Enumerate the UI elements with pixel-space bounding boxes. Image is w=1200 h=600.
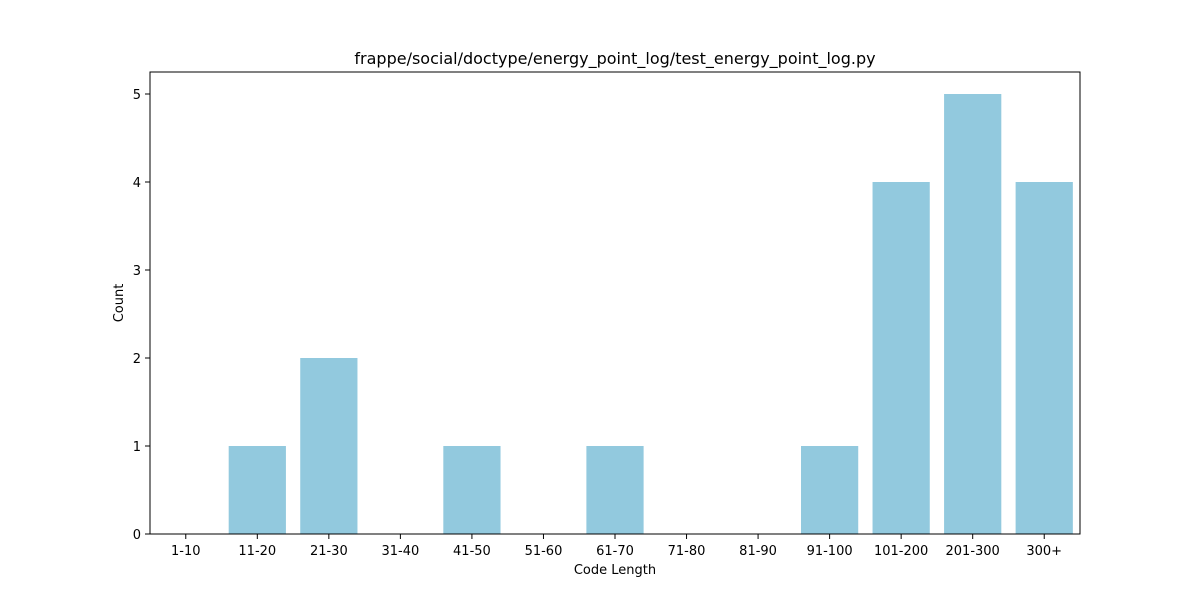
x-tick-label: 21-30 — [310, 544, 348, 559]
x-tick-label: 101-200 — [874, 544, 928, 559]
x-axis: 1-10 11-20 21-30 31-40 41-50 51-60 61-70 71-80 8… — [171, 534, 1062, 559]
y-tick-label: 3 — [133, 264, 141, 279]
bar-201-300 — [944, 94, 1002, 534]
x-tick-label: 41-50 — [453, 544, 491, 559]
y-tick-label: 0 — [133, 528, 141, 543]
bar-61-70 — [586, 446, 644, 534]
x-tick-label: 1-10 — [171, 544, 201, 559]
y-axis: 0 1 2 3 4 5 — [133, 88, 150, 543]
bar-300+ — [1015, 182, 1073, 534]
x-tick-label: 61-70 — [596, 544, 634, 559]
bar-11-20 — [228, 446, 286, 534]
y-tick-label: 4 — [133, 176, 141, 191]
bar-101-200 — [872, 182, 930, 534]
x-tick-label: 81-90 — [739, 544, 777, 559]
x-tick-label: 71-80 — [668, 544, 706, 559]
x-tick-label: 201-300 — [946, 544, 1000, 559]
x-tick-label: 51-60 — [525, 544, 563, 559]
y-tick-label: 2 — [133, 352, 141, 367]
y-axis-label: Count — [112, 284, 127, 323]
bar-21-30 — [300, 358, 358, 534]
x-tick-label: 31-40 — [381, 544, 419, 559]
y-tick-label: 1 — [133, 440, 141, 455]
x-axis-label: Code Length — [574, 563, 656, 578]
x-tick-label: 300+ — [1026, 544, 1062, 559]
bar-41-50 — [443, 446, 501, 534]
bars-group — [228, 94, 1073, 534]
y-tick-label: 5 — [133, 88, 141, 103]
x-tick-label: 91-100 — [807, 544, 853, 559]
x-tick-label: 11-20 — [238, 544, 276, 559]
chart-title: frappe/social/doctype/energy_point_log/t… — [354, 49, 875, 69]
bar-91-100 — [801, 446, 859, 534]
